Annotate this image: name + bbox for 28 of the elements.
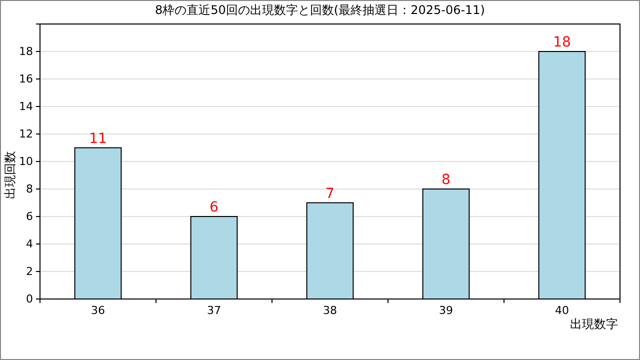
x-tick-label: 36: [91, 304, 105, 318]
y-tick-label: 14: [19, 100, 33, 114]
bar: [74, 147, 122, 300]
chart-title: 8枠の直近50回の出現数字と回数(最終抽選日：2025-06-11): [154, 3, 486, 17]
y-tick-label: 0: [26, 292, 33, 306]
bar: [306, 202, 354, 300]
y-axis-title: 出現回数: [3, 151, 17, 199]
x-tick-label: 40: [555, 304, 569, 318]
y-tick-label: 6: [26, 210, 33, 224]
data-label: 18: [553, 34, 571, 50]
y-tick-label: 8: [26, 182, 33, 196]
data-label: 7: [326, 186, 334, 202]
y-tick-label: 18: [19, 45, 33, 58]
y-tick-label: 16: [19, 72, 33, 86]
x-tick-label: 37: [207, 304, 221, 318]
x-tick-label: 39: [439, 304, 453, 318]
x-tick-label: 38: [323, 304, 337, 318]
y-tick-label: 2: [26, 265, 33, 278]
data-label: 8: [442, 172, 450, 188]
y-tick-label: 12: [19, 128, 33, 141]
bar: [422, 188, 470, 300]
bar: [190, 216, 238, 300]
bar: [538, 51, 586, 300]
data-label: 11: [89, 130, 107, 147]
y-tick-label: 4: [26, 238, 33, 251]
data-label: 6: [210, 200, 219, 216]
x-axis-title: 出現数字: [570, 317, 618, 331]
y-tick-label: 10: [19, 155, 33, 168]
